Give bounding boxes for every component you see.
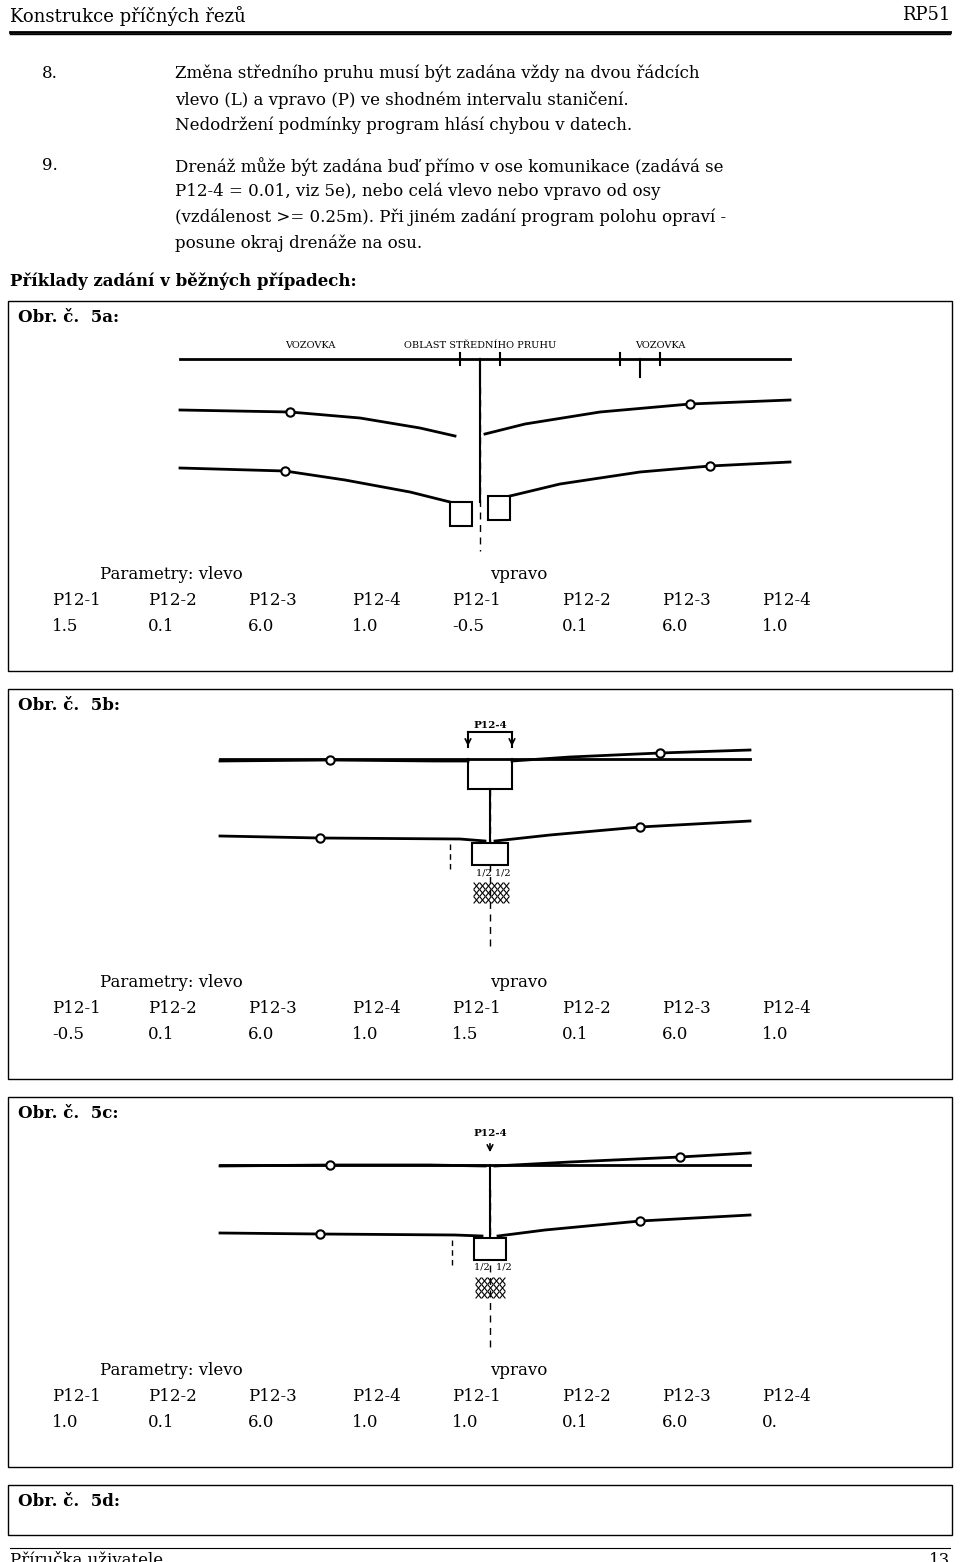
Text: 13: 13	[928, 1553, 950, 1562]
Bar	[8, 301, 952, 672]
Text: 0.1: 0.1	[562, 1026, 588, 1043]
Text: 6.0: 6.0	[248, 1026, 275, 1043]
Text: P12-1: P12-1	[452, 1000, 501, 1017]
Text: P12-1: P12-1	[52, 1000, 101, 1017]
Text: vpravo: vpravo	[490, 975, 547, 990]
Text: P12-2: P12-2	[562, 1389, 611, 1404]
Bar	[8, 689, 952, 1079]
Text: Parametry: vlevo: Parametry: vlevo	[100, 565, 243, 583]
Text: 0.1: 0.1	[562, 619, 588, 636]
Text: P12-4: P12-4	[473, 722, 507, 729]
Text: 6.0: 6.0	[248, 619, 275, 636]
Text: P12-3: P12-3	[662, 592, 710, 609]
Text: P12-1: P12-1	[52, 1389, 101, 1404]
Text: 1/2  1/2: 1/2 1/2	[474, 1264, 512, 1271]
Text: Příklady zadání v běžných případech:: Příklady zadání v běžných případech:	[10, 273, 356, 291]
Text: P12-1: P12-1	[452, 1389, 501, 1404]
Text: 0.: 0.	[762, 1414, 778, 1431]
Text: P12-3: P12-3	[248, 1389, 297, 1404]
Text: P12-4: P12-4	[473, 1129, 507, 1139]
Text: RP51: RP51	[901, 6, 950, 23]
Text: P12-3: P12-3	[248, 592, 297, 609]
Text: 6.0: 6.0	[662, 619, 688, 636]
Text: P12-4: P12-4	[352, 1000, 400, 1017]
Text: Změna středního pruhu musí být zadána vždy na dvou řádcích: Změna středního pruhu musí být zadána vž…	[175, 66, 700, 83]
Text: -0.5: -0.5	[452, 619, 484, 636]
Bar	[8, 1485, 952, 1535]
Text: Nedodržení podmínky program hlásí chybou v datech.: Nedodržení podmínky program hlásí chybou…	[175, 117, 632, 134]
Text: Obr. č.  5b:: Obr. č. 5b:	[18, 697, 120, 714]
Text: vlevo (L) a vpravo (P) ve shodném intervalu staničení.: vlevo (L) a vpravo (P) ve shodném interv…	[175, 91, 629, 109]
Text: P12-1: P12-1	[52, 592, 101, 609]
Text: -0.5: -0.5	[52, 1026, 84, 1043]
Text: Příručka uživatele: Příručka uživatele	[10, 1553, 163, 1562]
Text: Parametry: vlevo: Parametry: vlevo	[100, 1362, 243, 1379]
Text: P12-2: P12-2	[562, 1000, 611, 1017]
Text: 9.: 9.	[42, 158, 58, 173]
Text: P12-4: P12-4	[762, 592, 811, 609]
Text: 1.0: 1.0	[52, 1414, 79, 1431]
Text: 1.5: 1.5	[52, 619, 79, 636]
Text: 0.1: 0.1	[562, 1414, 588, 1431]
Text: Drenáž může být zadána buď přímo v ose komunikace (zadává se: Drenáž může být zadána buď přímo v ose k…	[175, 158, 724, 177]
Text: P12-3: P12-3	[662, 1000, 710, 1017]
Text: 8.: 8.	[42, 66, 58, 81]
Text: 1.0: 1.0	[352, 1414, 378, 1431]
Text: Obr. č.  5d:: Obr. č. 5d:	[18, 1493, 120, 1510]
Text: P12-1: P12-1	[452, 592, 501, 609]
Text: 6.0: 6.0	[662, 1414, 688, 1431]
Text: P12-4: P12-4	[352, 592, 400, 609]
Text: P12-2: P12-2	[562, 592, 611, 609]
Text: 0.1: 0.1	[148, 619, 175, 636]
Text: 1.0: 1.0	[762, 1026, 788, 1043]
Text: 1.5: 1.5	[452, 1026, 478, 1043]
Text: Obr. č.  5a:: Obr. č. 5a:	[18, 309, 119, 326]
Text: P12-4: P12-4	[762, 1389, 811, 1404]
Text: VOZOVKA: VOZOVKA	[285, 341, 335, 350]
Text: 6.0: 6.0	[248, 1414, 275, 1431]
Text: Konstrukce příčných řezů: Konstrukce příčných řezů	[10, 6, 246, 27]
Text: Parametry: vlevo: Parametry: vlevo	[100, 975, 243, 990]
Text: 1.0: 1.0	[452, 1414, 478, 1431]
Text: posune okraj drenáže na osu.: posune okraj drenáže na osu.	[175, 234, 422, 253]
Text: Obr. č.  5c:: Obr. č. 5c:	[18, 1104, 118, 1122]
Text: P12-2: P12-2	[148, 1389, 197, 1404]
Text: 1.0: 1.0	[352, 1026, 378, 1043]
Text: P12-2: P12-2	[148, 1000, 197, 1017]
Text: vpravo: vpravo	[490, 1362, 547, 1379]
Text: P12-3: P12-3	[248, 1000, 297, 1017]
Bar	[488, 497, 510, 520]
Text: P12-4: P12-4	[762, 1000, 811, 1017]
Bar	[472, 843, 508, 865]
Text: OBLAST STŘEDNÍHO PRUHU: OBLAST STŘEDNÍHO PRUHU	[404, 341, 556, 350]
Text: 6.0: 6.0	[662, 1026, 688, 1043]
Text: P12-3: P12-3	[662, 1389, 710, 1404]
Bar	[8, 1097, 952, 1467]
Text: vpravo: vpravo	[490, 565, 547, 583]
Bar	[450, 501, 472, 526]
Bar	[474, 1239, 506, 1261]
Text: 1/2 1/2: 1/2 1/2	[476, 868, 511, 876]
Text: P12-4: P12-4	[352, 1389, 400, 1404]
Text: 0.1: 0.1	[148, 1026, 175, 1043]
Text: P12-4 = 0.01, viz 5e), nebo celá vlevo nebo vpravo od osy: P12-4 = 0.01, viz 5e), nebo celá vlevo n…	[175, 183, 660, 200]
Text: 0.1: 0.1	[148, 1414, 175, 1431]
Text: P12-2: P12-2	[148, 592, 197, 609]
Text: 1.0: 1.0	[762, 619, 788, 636]
Text: (vzdálenost >= 0.25m). Při jiném zadání program polohu opraví -: (vzdálenost >= 0.25m). Při jiném zadání …	[175, 209, 726, 226]
Text: 1.0: 1.0	[352, 619, 378, 636]
Text: VOZOVKA: VOZOVKA	[635, 341, 685, 350]
